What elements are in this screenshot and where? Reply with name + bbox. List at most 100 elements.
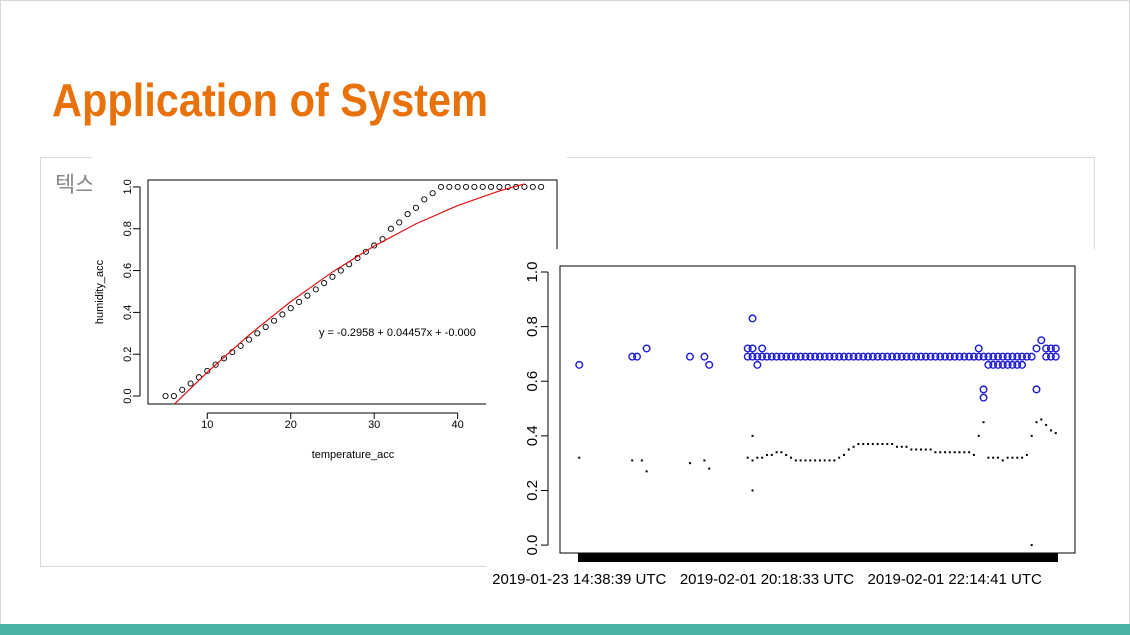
point: [1035, 421, 1038, 424]
point: [984, 360, 993, 369]
point: [703, 459, 706, 462]
point: [770, 453, 773, 456]
point: [814, 459, 817, 462]
point: [987, 456, 990, 459]
point: [820, 352, 829, 361]
point: [245, 336, 253, 343]
point: [883, 352, 892, 361]
y-tick-label: 1.0: [122, 179, 134, 194]
point: [804, 459, 807, 462]
point: [941, 352, 950, 361]
point: [977, 434, 980, 437]
x-axis-title: temperature_acc: [312, 449, 395, 461]
y-tick-label: 0.6: [122, 263, 134, 278]
point: [1045, 423, 1048, 426]
point: [993, 360, 1002, 369]
y-tick-label: 0.0: [122, 388, 134, 403]
footer-bar: [0, 624, 1130, 635]
point: [753, 352, 762, 361]
point: [974, 344, 983, 353]
point: [429, 190, 436, 197]
point: [321, 280, 328, 287]
point: [888, 352, 897, 361]
y-tick-label: 0.8: [524, 316, 541, 337]
point: [488, 183, 495, 190]
point: [891, 443, 894, 446]
point: [972, 453, 975, 456]
point: [1003, 352, 1012, 361]
point: [905, 445, 908, 448]
point: [878, 352, 887, 361]
x-tick-label: 2019-02-01 20:18:33 UTC: [680, 571, 854, 588]
point: [989, 360, 998, 369]
point: [857, 443, 860, 446]
plot-area: [162, 183, 545, 404]
point: [787, 352, 796, 361]
point: [262, 323, 269, 331]
point: [916, 352, 925, 361]
point: [743, 352, 752, 361]
point: [900, 445, 903, 448]
point: [404, 211, 411, 218]
point: [1022, 352, 1031, 361]
point: [929, 448, 932, 451]
x-tick-label: 40: [452, 419, 464, 431]
point: [965, 352, 974, 361]
point: [396, 219, 403, 226]
point: [270, 317, 278, 324]
y-tick-label: 0.8: [122, 221, 134, 236]
y-tick-label: 0.4: [524, 425, 541, 446]
point: [162, 393, 169, 400]
point: [1049, 429, 1052, 432]
point: [926, 352, 935, 361]
point: [847, 448, 850, 451]
point: [645, 470, 648, 473]
point: [578, 456, 581, 459]
point: [1037, 336, 1046, 345]
point: [998, 352, 1007, 361]
point: [685, 352, 694, 361]
point: [1042, 352, 1051, 361]
point: [504, 183, 511, 190]
point: [758, 344, 767, 353]
point: [437, 183, 445, 190]
point: [708, 467, 711, 470]
point: [984, 352, 993, 361]
point: [934, 451, 937, 454]
x-tick-label: 20: [285, 419, 297, 431]
point: [982, 421, 985, 424]
point: [955, 352, 964, 361]
point: [835, 352, 844, 361]
point: [751, 489, 754, 492]
point: [1046, 352, 1055, 361]
point: [748, 314, 757, 323]
point: [1013, 352, 1022, 361]
point: [1042, 344, 1051, 353]
point: [279, 311, 286, 318]
point: [775, 451, 778, 454]
point: [462, 183, 470, 190]
point: [785, 453, 788, 456]
point: [1032, 385, 1041, 394]
point: [902, 352, 911, 361]
point: [212, 361, 219, 368]
point: [1025, 453, 1028, 456]
fit-equation: y = -0.2958 + 0.04457x + -0.000: [319, 327, 476, 339]
point: [337, 267, 344, 274]
point: [1032, 344, 1041, 353]
point: [743, 344, 752, 353]
point: [958, 451, 961, 454]
point: [254, 330, 261, 337]
point: [179, 386, 186, 393]
point: [839, 352, 848, 361]
point: [992, 456, 995, 459]
point: [963, 451, 966, 454]
point: [761, 456, 764, 459]
point: [628, 352, 637, 361]
point: [828, 459, 831, 462]
point: [765, 453, 768, 456]
point: [748, 352, 757, 361]
point: [979, 352, 988, 361]
point: [758, 352, 767, 361]
